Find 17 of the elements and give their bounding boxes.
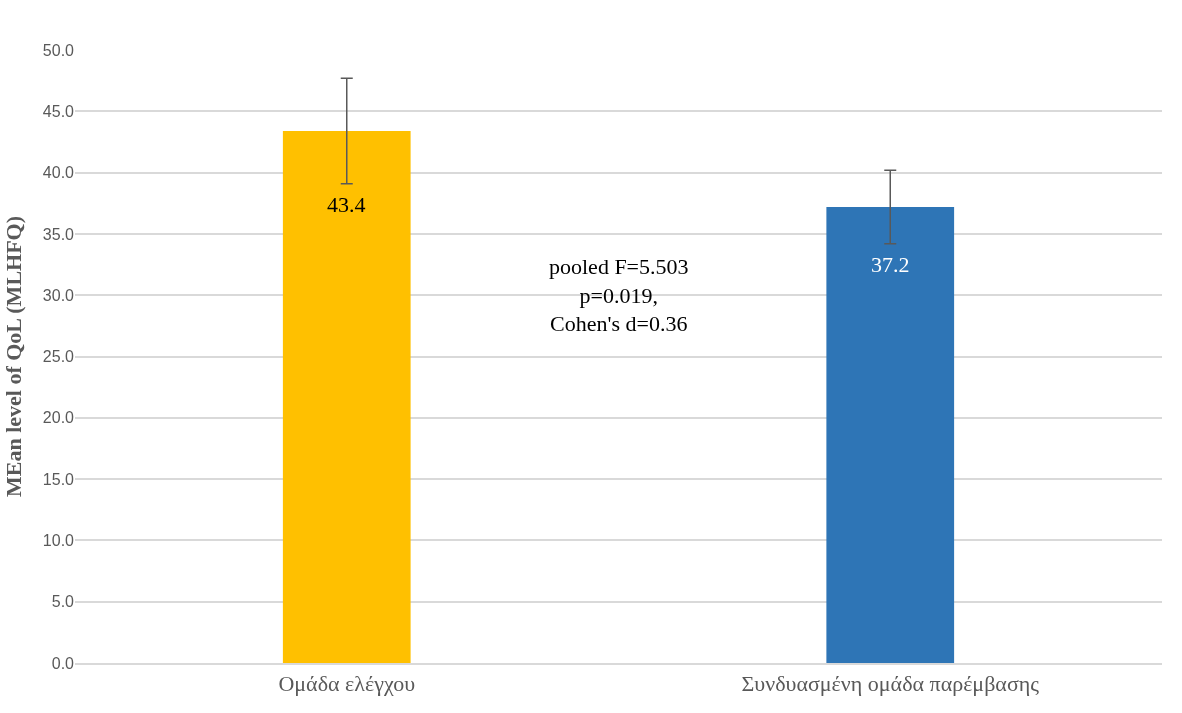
annotation: pooled F=5.503 p=0.019, Cohen's d=0.36 [549,254,689,337]
y-tick-label: 45.0 [42,102,75,120]
y-tick-label: 0.0 [51,654,75,672]
y-tick-label: 5.0 [51,593,75,611]
y-tick-label: 30.0 [42,286,75,304]
x-tick-label: Ομάδα ελέγχου [278,671,416,697]
y-tick-label: 50.0 [42,41,75,59]
data-label: 43.4 [327,192,366,217]
data-label: 37.2 [871,252,910,277]
y-tick-label: 20.0 [42,409,75,427]
y-tick-label: 25.0 [42,348,75,366]
x-tick-label: Συνδυασμένη ομάδα παρέμβασης [741,671,1040,697]
y-tick-label: 40.0 [42,164,75,182]
y-axis-title: MEan level of QoL (MLHFQ) [0,215,26,498]
y-tick-label: 10.0 [42,532,75,549]
y-tick-label: 35.0 [42,225,75,243]
y-tick-label: 15.0 [42,470,75,488]
